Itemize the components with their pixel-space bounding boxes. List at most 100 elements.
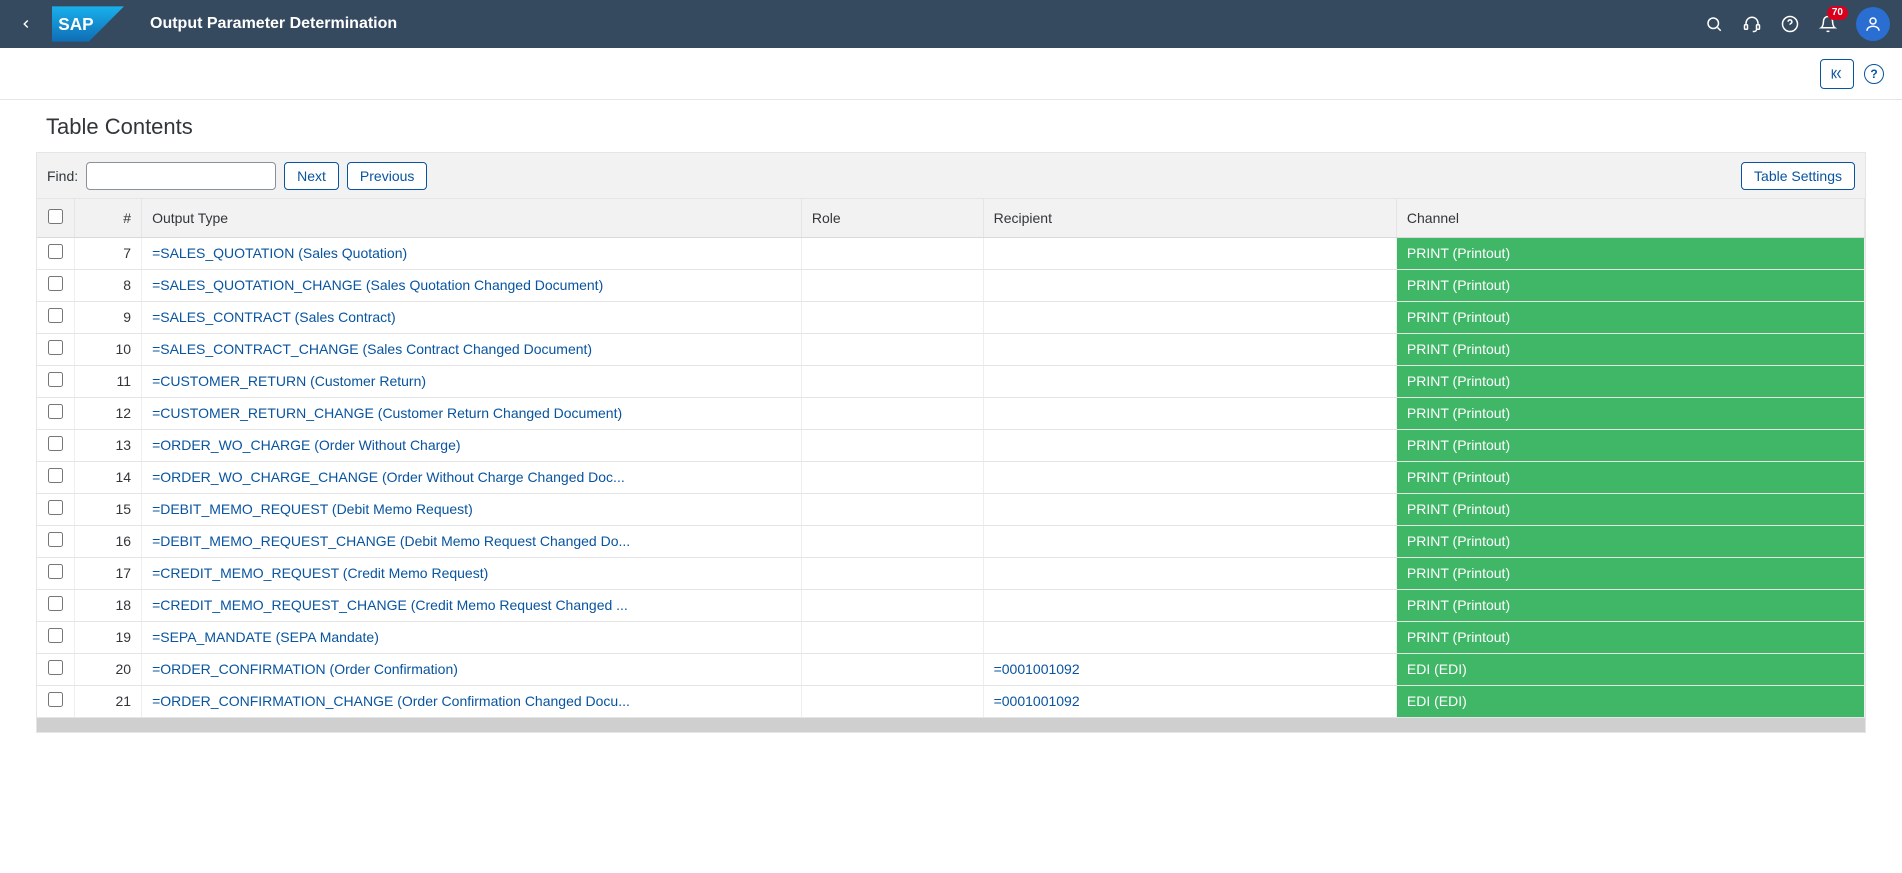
row-select-checkbox[interactable] [48,276,63,291]
role-cell[interactable] [801,269,983,301]
channel-cell[interactable]: PRINT (Printout) [1396,557,1864,589]
table-row[interactable]: 18=CREDIT_MEMO_REQUEST_CHANGE (Credit Me… [37,589,1865,621]
table-row[interactable]: 11=CUSTOMER_RETURN (Customer Return)PRIN… [37,365,1865,397]
channel-cell[interactable]: EDI (EDI) [1396,685,1864,717]
table-row[interactable]: 13=ORDER_WO_CHARGE (Order Without Charge… [37,429,1865,461]
recipient-cell[interactable] [983,237,1396,269]
row-select-checkbox[interactable] [48,436,63,451]
row-select-checkbox[interactable] [48,468,63,483]
recipient-cell[interactable] [983,525,1396,557]
table-settings-button[interactable]: Table Settings [1741,162,1855,190]
output-type-cell[interactable]: =ORDER_WO_CHARGE_CHANGE (Order Without C… [142,461,802,493]
row-select-checkbox[interactable] [48,564,63,579]
column-header-recipient[interactable]: Recipient [983,199,1396,237]
recipient-cell[interactable] [983,493,1396,525]
recipient-cell[interactable] [983,301,1396,333]
channel-cell[interactable]: PRINT (Printout) [1396,621,1864,653]
table-row[interactable]: 12=CUSTOMER_RETURN_CHANGE (Customer Retu… [37,397,1865,429]
recipient-cell[interactable] [983,269,1396,301]
output-type-cell[interactable]: =ORDER_WO_CHARGE (Order Without Charge) [142,429,802,461]
role-cell[interactable] [801,621,983,653]
output-type-cell[interactable]: =SALES_QUOTATION_CHANGE (Sales Quotation… [142,269,802,301]
select-all-checkbox[interactable] [48,209,63,224]
output-type-cell[interactable]: =DEBIT_MEMO_REQUEST_CHANGE (Debit Memo R… [142,525,802,557]
page-help-button[interactable]: ? [1864,64,1884,84]
role-cell[interactable] [801,589,983,621]
horizontal-scrollbar[interactable] [37,718,1865,732]
next-button[interactable]: Next [284,162,339,190]
recipient-cell[interactable] [983,557,1396,589]
row-select-checkbox[interactable] [48,532,63,547]
recipient-cell[interactable] [983,333,1396,365]
channel-cell[interactable]: PRINT (Printout) [1396,429,1864,461]
row-select-checkbox[interactable] [48,404,63,419]
channel-cell[interactable]: PRINT (Printout) [1396,333,1864,365]
find-input[interactable] [86,162,276,190]
role-cell[interactable] [801,557,983,589]
output-type-cell[interactable]: =CREDIT_MEMO_REQUEST_CHANGE (Credit Memo… [142,589,802,621]
exit-fullscreen-button[interactable] [1820,59,1854,89]
role-cell[interactable] [801,461,983,493]
channel-cell[interactable]: PRINT (Printout) [1396,365,1864,397]
row-select-checkbox[interactable] [48,660,63,675]
recipient-cell[interactable] [983,461,1396,493]
row-select-checkbox[interactable] [48,340,63,355]
column-header-output-type[interactable]: Output Type [142,199,802,237]
row-select-checkbox[interactable] [48,308,63,323]
channel-cell[interactable]: PRINT (Printout) [1396,237,1864,269]
table-row[interactable]: 14=ORDER_WO_CHARGE_CHANGE (Order Without… [37,461,1865,493]
channel-cell[interactable]: PRINT (Printout) [1396,269,1864,301]
role-cell[interactable] [801,685,983,717]
role-cell[interactable] [801,429,983,461]
channel-cell[interactable]: EDI (EDI) [1396,653,1864,685]
role-cell[interactable] [801,301,983,333]
channel-cell[interactable]: PRINT (Printout) [1396,397,1864,429]
help-button[interactable] [1780,14,1800,34]
output-type-cell[interactable]: =SALES_QUOTATION (Sales Quotation) [142,237,802,269]
table-row[interactable]: 7=SALES_QUOTATION (Sales Quotation)PRINT… [37,237,1865,269]
role-cell[interactable] [801,653,983,685]
role-cell[interactable] [801,397,983,429]
role-cell[interactable] [801,237,983,269]
row-select-checkbox[interactable] [48,628,63,643]
table-row[interactable]: 15=DEBIT_MEMO_REQUEST (Debit Memo Reques… [37,493,1865,525]
table-row[interactable]: 8=SALES_QUOTATION_CHANGE (Sales Quotatio… [37,269,1865,301]
recipient-cell[interactable]: =0001001092 [983,685,1396,717]
output-type-cell[interactable]: =SALES_CONTRACT_CHANGE (Sales Contract C… [142,333,802,365]
role-cell[interactable] [801,493,983,525]
recipient-cell[interactable] [983,621,1396,653]
channel-cell[interactable]: PRINT (Printout) [1396,301,1864,333]
row-select-checkbox[interactable] [48,372,63,387]
table-row[interactable]: 16=DEBIT_MEMO_REQUEST_CHANGE (Debit Memo… [37,525,1865,557]
column-header-channel[interactable]: Channel [1396,199,1864,237]
search-button[interactable] [1704,14,1724,34]
table-row[interactable]: 10=SALES_CONTRACT_CHANGE (Sales Contract… [37,333,1865,365]
previous-button[interactable]: Previous [347,162,427,190]
channel-cell[interactable]: PRINT (Printout) [1396,493,1864,525]
row-select-checkbox[interactable] [48,244,63,259]
row-select-checkbox[interactable] [48,596,63,611]
output-type-cell[interactable]: =CREDIT_MEMO_REQUEST (Credit Memo Reques… [142,557,802,589]
column-header-role[interactable]: Role [801,199,983,237]
channel-cell[interactable]: PRINT (Printout) [1396,461,1864,493]
table-row[interactable]: 21=ORDER_CONFIRMATION_CHANGE (Order Conf… [37,685,1865,717]
output-type-cell[interactable]: =CUSTOMER_RETURN_CHANGE (Customer Return… [142,397,802,429]
output-type-cell[interactable]: =CUSTOMER_RETURN (Customer Return) [142,365,802,397]
back-button[interactable] [12,10,40,38]
recipient-cell[interactable] [983,589,1396,621]
output-type-cell[interactable]: =SEPA_MANDATE (SEPA Mandate) [142,621,802,653]
output-type-cell[interactable]: =SALES_CONTRACT (Sales Contract) [142,301,802,333]
notifications-button[interactable]: 70 [1818,14,1838,34]
channel-cell[interactable]: PRINT (Printout) [1396,525,1864,557]
row-select-checkbox[interactable] [48,500,63,515]
table-row[interactable]: 20=ORDER_CONFIRMATION (Order Confirmatio… [37,653,1865,685]
table-row[interactable]: 17=CREDIT_MEMO_REQUEST (Credit Memo Requ… [37,557,1865,589]
role-cell[interactable] [801,525,983,557]
recipient-cell[interactable] [983,429,1396,461]
table-row[interactable]: 9=SALES_CONTRACT (Sales Contract)PRINT (… [37,301,1865,333]
output-type-cell[interactable]: =DEBIT_MEMO_REQUEST (Debit Memo Request) [142,493,802,525]
role-cell[interactable] [801,365,983,397]
sap-logo[interactable]: SAP [52,6,124,42]
row-select-checkbox[interactable] [48,692,63,707]
output-type-cell[interactable]: =ORDER_CONFIRMATION_CHANGE (Order Confir… [142,685,802,717]
